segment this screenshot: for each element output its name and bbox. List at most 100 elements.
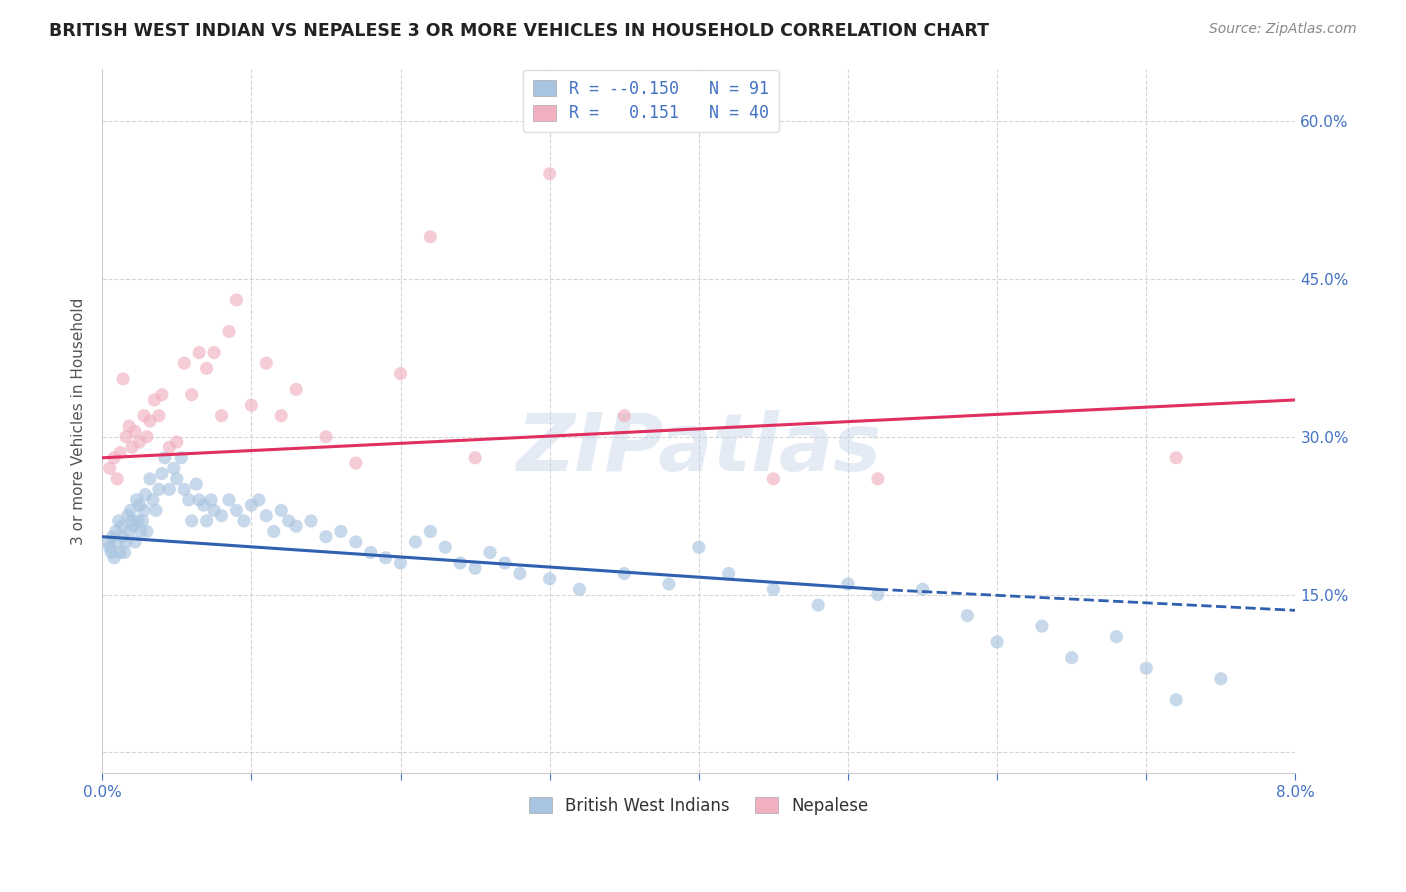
Point [329, 524, 352, 539]
Point [911, 582, 934, 597]
Point [285, 383, 308, 397]
Point [134, 488, 156, 502]
Point [128, 498, 150, 512]
Point [128, 435, 150, 450]
Point [148, 409, 170, 423]
Point [105, 535, 128, 549]
Point [270, 409, 292, 423]
Point [807, 598, 830, 612]
Point [112, 372, 135, 386]
Point [986, 635, 1008, 649]
Point [118, 419, 141, 434]
Point [115, 430, 138, 444]
Point [163, 461, 186, 475]
Point [762, 582, 785, 597]
Point [434, 540, 457, 554]
Point [188, 492, 211, 507]
Point [270, 503, 292, 517]
Point [110, 519, 132, 533]
Point [613, 566, 636, 581]
Point [464, 450, 486, 465]
Point [285, 519, 308, 533]
Point [125, 492, 148, 507]
Point [145, 503, 167, 517]
Point [254, 356, 277, 370]
Point [494, 556, 516, 570]
Point [404, 535, 426, 549]
Point [344, 456, 367, 470]
Point [173, 356, 195, 370]
Point [177, 492, 200, 507]
Point [157, 483, 180, 497]
Point [1135, 661, 1157, 675]
Point [315, 530, 337, 544]
Point [1166, 450, 1188, 465]
Point [122, 519, 145, 533]
Point [166, 435, 188, 450]
Point [762, 472, 785, 486]
Point [1166, 693, 1188, 707]
Point [136, 524, 159, 539]
Point [200, 492, 222, 507]
Text: Source: ZipAtlas.com: Source: ZipAtlas.com [1209, 22, 1357, 37]
Point [360, 545, 382, 559]
Point [107, 514, 129, 528]
Point [211, 409, 233, 423]
Point [254, 508, 277, 523]
Point [101, 530, 124, 544]
Point [195, 514, 218, 528]
Point [419, 230, 441, 244]
Point [389, 367, 412, 381]
Point [115, 535, 138, 549]
Point [98, 461, 121, 475]
Point [240, 398, 263, 412]
Point [419, 524, 441, 539]
Point [103, 450, 125, 465]
Point [538, 167, 561, 181]
Point [139, 472, 162, 486]
Point [866, 588, 889, 602]
Point [105, 472, 128, 486]
Point [121, 440, 143, 454]
Point [148, 483, 170, 497]
Point [202, 345, 225, 359]
Point [344, 535, 367, 549]
Text: BRITISH WEST INDIAN VS NEPALESE 3 OR MORE VEHICLES IN HOUSEHOLD CORRELATION CHAR: BRITISH WEST INDIAN VS NEPALESE 3 OR MOR… [49, 22, 990, 40]
Point [136, 430, 159, 444]
Point [538, 572, 561, 586]
Point [225, 503, 247, 517]
Point [108, 445, 131, 459]
Point [124, 535, 146, 549]
Point [188, 345, 211, 359]
Point [129, 524, 152, 539]
Point [464, 561, 486, 575]
Point [157, 440, 180, 454]
Point [98, 540, 121, 554]
Point [143, 392, 166, 407]
Point [568, 582, 591, 597]
Text: ZIPatlas: ZIPatlas [516, 410, 882, 488]
Point [195, 361, 218, 376]
Point [124, 425, 146, 439]
Point [211, 508, 233, 523]
Point [100, 545, 122, 559]
Point [277, 514, 299, 528]
Point [263, 524, 285, 539]
Point [117, 508, 139, 523]
Point [132, 503, 155, 517]
Point [240, 498, 263, 512]
Point [509, 566, 531, 581]
Point [112, 530, 135, 544]
Point [186, 477, 208, 491]
Point [1031, 619, 1053, 633]
Point [193, 498, 215, 512]
Point [315, 430, 337, 444]
Point [613, 409, 636, 423]
Point [103, 550, 125, 565]
Point [658, 577, 681, 591]
Point [150, 387, 173, 401]
Point [180, 514, 202, 528]
Point [132, 409, 155, 423]
Point [150, 467, 173, 481]
Point [1105, 630, 1128, 644]
